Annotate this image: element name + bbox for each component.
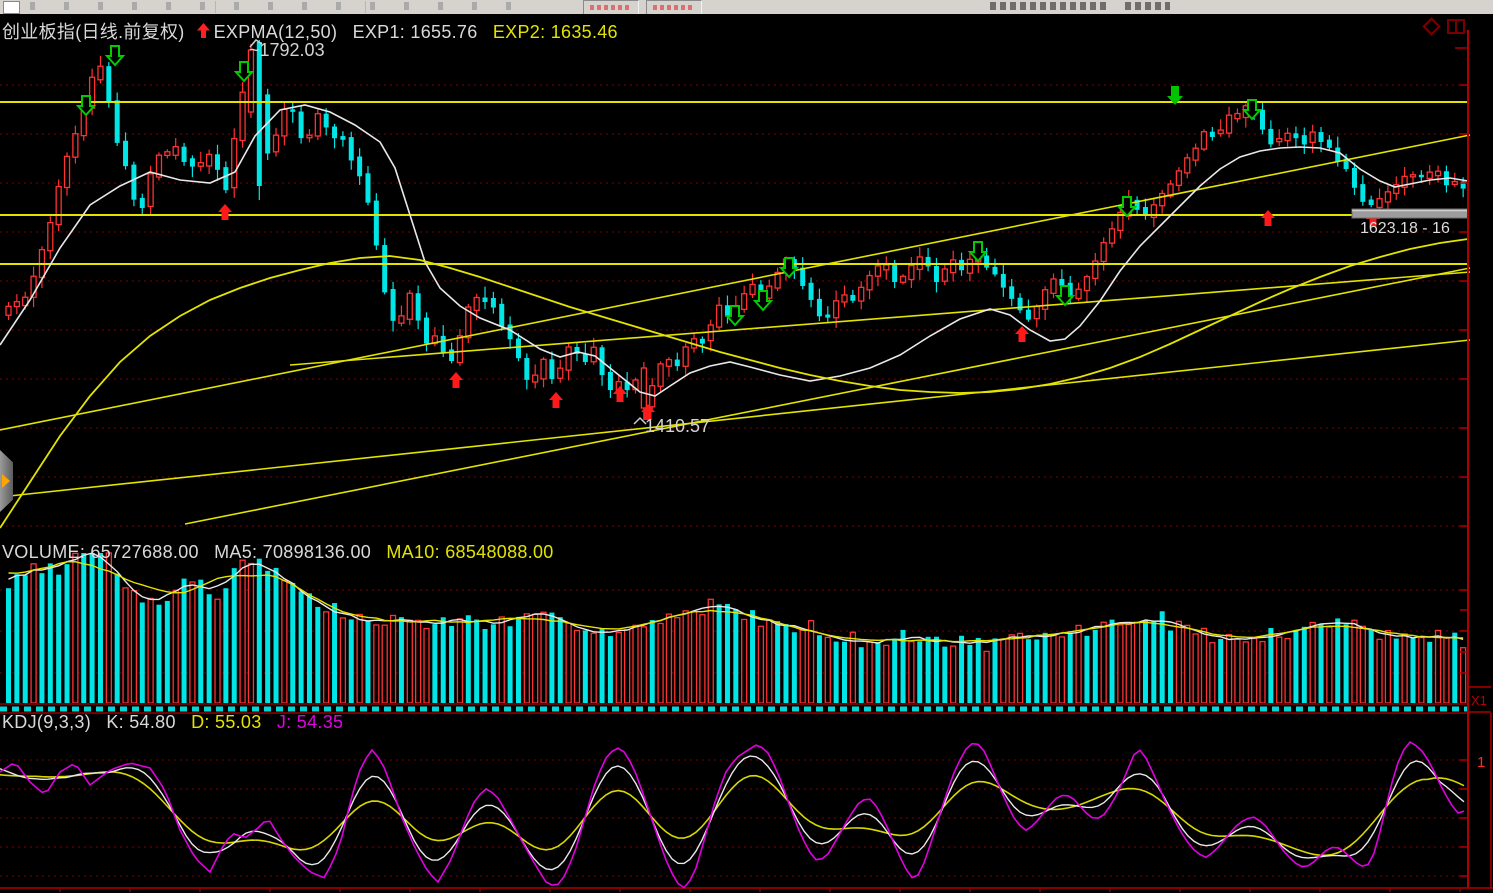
kdj-d-line: [0, 770, 1465, 857]
kdj-k-value: K: 54.80: [106, 712, 176, 732]
top-toolbar: [0, 0, 1493, 15]
kdj-j-value: J: 54.35: [276, 712, 344, 732]
volume-bars-layer: [6, 552, 1467, 704]
exp1-value: EXP1: 1655.76: [352, 22, 478, 42]
sidebar-collapse-handle[interactable]: [0, 450, 13, 512]
annotation-pointers: [249, 39, 647, 425]
kdj-d-value: D: 55.03: [191, 712, 262, 732]
app-icon[interactable]: [3, 1, 20, 14]
symbol-title[interactable]: 创业板指(日线.前复权): [2, 22, 185, 42]
grid-layer: [0, 84, 1468, 877]
volume-header: VOLUME: 65727688.00 MA5: 70898136.00 MA1…: [2, 542, 564, 563]
high-annotation: ~1792.03: [249, 40, 325, 60]
exp2-line: [0, 238, 1469, 529]
indicator-name[interactable]: EXPMA(12,50): [213, 22, 338, 42]
toolbar-separator: [215, 1, 216, 13]
volume-axis-label: X1: [1471, 693, 1487, 708]
exp2-value: EXP2: 1635.46: [492, 22, 618, 42]
volume-ma5: MA5: 70898136.00: [214, 542, 372, 562]
exp1-line: [0, 104, 1469, 397]
diamond-icon: [1422, 17, 1441, 36]
low-annotation: 1410.57: [645, 416, 711, 436]
kdj-j-line: [0, 740, 1465, 889]
last-price-label: 1623.18 - 16: [1360, 220, 1450, 237]
candlestick-layer: [5, 40, 1466, 420]
axis-layer: [1455, 30, 1492, 888]
trendlines-layer: [0, 101, 1471, 525]
kdj-scale-label: 1: [1477, 754, 1486, 771]
pane-separators: [0, 703, 1493, 892]
toolbar-text-remnant: [990, 2, 1110, 10]
price-marker-bar: [1351, 208, 1469, 219]
kdj-k-line: [0, 755, 1465, 871]
toolbar-separator: [365, 1, 366, 13]
chart-area: 创业板指(日线.前复权) EXPMA(12,50) EXP1: 1655.76 E…: [0, 14, 1493, 893]
kdj-header: KDJ(9,3,3) K: 54.80 D: 55.03 J: 54.35: [2, 712, 353, 733]
toolbar-text-remnant: [1125, 2, 1170, 10]
chart-corner-icons: [1422, 17, 1465, 36]
expand-arrow-icon: [2, 474, 10, 488]
volume-ma10: MA10: 68548088.00: [386, 542, 554, 562]
main-chart-header: 创业板指(日线.前复权) EXPMA(12,50) EXP1: 1655.76 E…: [2, 18, 628, 44]
up-arrow-icon: [196, 22, 210, 43]
kdj-lines: [0, 740, 1465, 889]
volume-value[interactable]: VOLUME: 65727688.00: [2, 542, 199, 562]
volume-ma-lines: [8, 552, 1464, 644]
toolbar-menu-remnants: [30, 2, 530, 10]
kdj-name[interactable]: KDJ(9,3,3): [2, 712, 92, 732]
